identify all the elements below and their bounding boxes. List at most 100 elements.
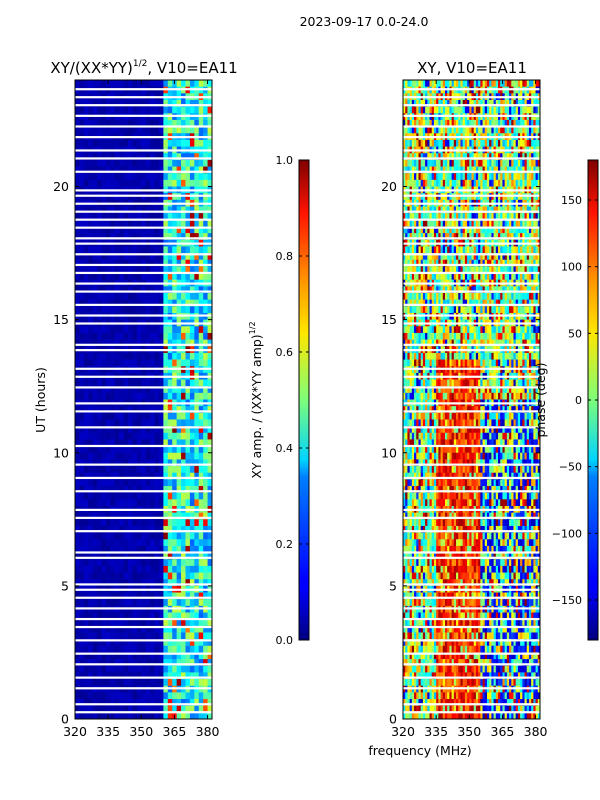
- heatmap-cell: [429, 119, 433, 127]
- heatmap-cell: [511, 266, 514, 274]
- heatmap-cell: [451, 179, 455, 187]
- heatmap-cell: [207, 512, 212, 520]
- heatmap-cell: [414, 153, 417, 161]
- heatmap-cell: [110, 432, 116, 440]
- heatmap-cell: [203, 559, 208, 567]
- heatmap-cell: [403, 80, 406, 88]
- heatmap-cell: [484, 233, 488, 241]
- heatmap-cell: [453, 219, 457, 227]
- heatmap-cell: [451, 246, 455, 254]
- heatmap-cell: [464, 80, 468, 88]
- heatmap-cell: [101, 545, 107, 553]
- heatmap-cell: [128, 525, 133, 534]
- heatmap-cell: [425, 80, 428, 88]
- heatmap-cell: [172, 545, 178, 553]
- heatmap-cell: [97, 459, 102, 467]
- heatmap-cell: [433, 233, 437, 241]
- heatmap-cell: [136, 293, 142, 301]
- heatmap-cell: [101, 699, 107, 707]
- heatmap-cell: [456, 213, 459, 221]
- heatmap-cell: [181, 632, 186, 640]
- heatmap-cell: [92, 253, 98, 261]
- heatmap-cell: [189, 339, 195, 347]
- heatmap-cell: [467, 226, 470, 234]
- heatmap-cell: [172, 446, 178, 454]
- heatmap-cell: [83, 466, 89, 474]
- heatmap-cell: [119, 625, 125, 633]
- heatmap-cell: [194, 459, 200, 467]
- heatmap-cell: [405, 253, 408, 261]
- heatmap-cell: [176, 213, 182, 221]
- heatmap-cell: [420, 259, 424, 267]
- heatmap-cell: [407, 159, 411, 167]
- heatmap-cell: [110, 565, 116, 573]
- heatmap-cell: [431, 233, 435, 241]
- heatmap-cell: [537, 273, 540, 281]
- heatmap-cell: [150, 439, 155, 447]
- heatmap-cell: [482, 106, 486, 114]
- heatmap-cell: [136, 286, 142, 294]
- heatmap-cell: [83, 699, 89, 707]
- heatmap-cell: [132, 426, 138, 434]
- heatmap-cell: [105, 159, 111, 167]
- heatmap-cell: [172, 139, 178, 147]
- heatmap-cell: [185, 179, 191, 187]
- heatmap-cell: [145, 539, 151, 547]
- heatmap-cell: [422, 126, 426, 134]
- heatmap-cell: [528, 99, 532, 108]
- heatmap-cell: [136, 552, 142, 560]
- heatmap-cell: [504, 173, 508, 181]
- heatmap-cell: [92, 392, 98, 400]
- heatmap-cell: [83, 559, 89, 567]
- heatmap-cell: [123, 246, 129, 254]
- heatmap-cell: [464, 173, 468, 181]
- heatmap-cell: [409, 246, 413, 254]
- heatmap-cell: [101, 426, 107, 434]
- heatmap-cell: [522, 126, 525, 134]
- heatmap-cell: [185, 159, 191, 167]
- heatmap-cell: [128, 486, 133, 494]
- heatmap-cell: [453, 119, 457, 127]
- heatmap-cell: [526, 159, 530, 167]
- heatmap-cell: [97, 539, 102, 547]
- heatmap-cell: [440, 266, 444, 274]
- heatmap-cell: [207, 486, 212, 494]
- heatmap-cell: [451, 159, 455, 167]
- heatmap-cell: [482, 213, 486, 221]
- heatmap-cell: [128, 233, 133, 241]
- heatmap-cell: [136, 119, 142, 127]
- heatmap-cell: [123, 459, 129, 467]
- figure-suptitle: 2023-09-17 0.0-24.0: [300, 14, 429, 29]
- heatmap-cell: [522, 119, 525, 127]
- heatmap-cell: [92, 173, 98, 181]
- heatmap-cell: [136, 273, 142, 281]
- heatmap-cell: [163, 452, 169, 460]
- heatmap-cell: [105, 392, 111, 400]
- heatmap-cell: [97, 80, 102, 88]
- heatmap-cell: [176, 692, 182, 700]
- heatmap-cell: [88, 99, 94, 108]
- heatmap-cell: [509, 153, 512, 161]
- heatmap-cell: [418, 159, 422, 167]
- heatmap-cell: [194, 432, 200, 440]
- heatmap-cell: [447, 273, 450, 281]
- heatmap-cell: [92, 119, 98, 127]
- heatmap-cell: [506, 219, 510, 227]
- heatmap-cell: [83, 579, 89, 587]
- heatmap-cell: [442, 226, 446, 234]
- heatmap-cell: [533, 139, 536, 147]
- heatmap-cell: [478, 233, 481, 241]
- heatmap-cell: [528, 233, 532, 241]
- heatmap-cell: [110, 579, 116, 587]
- heatmap-cell: [97, 406, 102, 414]
- heatmap-cell: [119, 645, 125, 653]
- heatmap-cell: [436, 259, 439, 267]
- gap-line: [75, 367, 212, 370]
- heatmap-cell: [198, 159, 204, 167]
- heatmap-cell: [128, 712, 133, 719]
- heatmap-cell: [141, 412, 147, 420]
- heatmap-cell: [114, 519, 120, 527]
- heatmap-cell: [482, 126, 486, 134]
- heatmap-cell: [509, 253, 512, 261]
- heatmap-cell: [411, 253, 415, 261]
